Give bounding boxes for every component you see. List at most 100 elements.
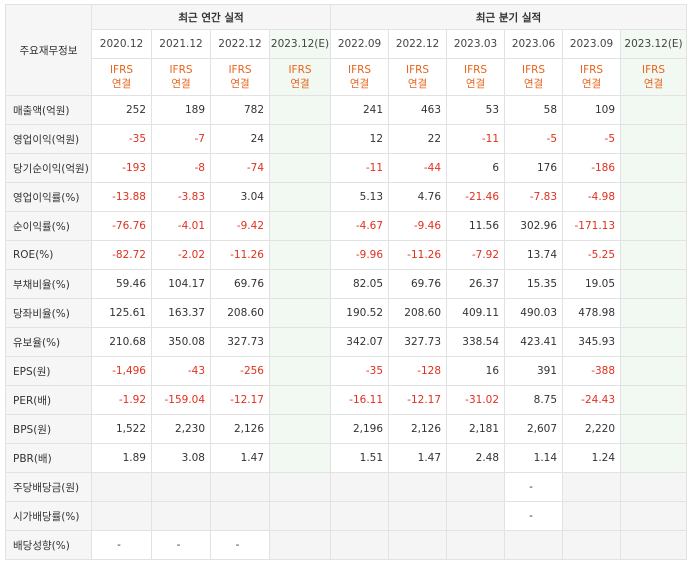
row-label: 영업이익(억원) — [5, 124, 92, 154]
table-cell — [620, 95, 688, 125]
table-cell: 3.04 — [210, 182, 270, 212]
accounting-type-label: IFRS 연결 — [388, 58, 448, 96]
table-cell: 327.73 — [210, 327, 270, 357]
table-cell: 13.74 — [504, 240, 564, 270]
table-cell: 24 — [210, 124, 270, 154]
table-cell: -11.26 — [210, 240, 270, 270]
table-row: 유보율(%) 210.68 350.08 327.73 342.07 327.73 338.… — [5, 327, 688, 357]
financial-summary-table: 주요재무정보 최근 연간 실적 최근 분기 실적 2020.12 2021.12 2… — [5, 4, 688, 560]
period-header: 2020.12 — [91, 29, 152, 59]
table-cell: 345.93 — [562, 327, 622, 357]
table-cell: -11 — [330, 153, 390, 183]
accounting-type-label: IFRS 연결 — [562, 58, 622, 96]
table-cell: -4.67 — [330, 211, 390, 241]
table-cell: 8.75 — [504, 385, 564, 415]
table-cell: -74 — [210, 153, 270, 183]
table-cell: 1,522 — [91, 414, 152, 444]
table-row: 영업이익률(%) -13.88 -3.83 3.04 5.13 4.76 -21.46 -7.… — [5, 182, 688, 212]
table-cell: 1.14 — [504, 443, 564, 473]
table-cell: -35 — [330, 356, 390, 386]
table-cell: -9.46 — [388, 211, 448, 241]
period-header: 2023.03 — [446, 29, 506, 59]
accounting-type-label: IFRS 연결 — [210, 58, 270, 96]
row-label: PBR(배) — [5, 443, 92, 473]
table-cell — [268, 153, 332, 183]
table-cell — [268, 530, 332, 560]
table-cell: 5.13 — [330, 182, 390, 212]
table-cell: -21.46 — [446, 182, 506, 212]
table-cell: 2,126 — [210, 414, 270, 444]
table-cell: 69.76 — [210, 269, 270, 299]
table-cell — [620, 385, 688, 415]
table-cell — [268, 182, 332, 212]
period-header: 2022.12 — [210, 29, 270, 59]
table-cell: - — [504, 501, 564, 531]
table-cell: 104.17 — [151, 269, 211, 299]
table-cell: -9.42 — [210, 211, 270, 241]
table-cell: -12.17 — [388, 385, 448, 415]
row-label: 주당배당금(원) — [5, 472, 92, 502]
row-label: ROE(%) — [5, 240, 92, 270]
row-label: 유보율(%) — [5, 327, 92, 357]
table-cell: -43 — [151, 356, 211, 386]
table-cell: -31.02 — [446, 385, 506, 415]
quarterly-results-header: 최근 분기 실적 — [330, 4, 688, 30]
table-cell: 1.24 — [562, 443, 622, 473]
table-cell: 189 — [151, 95, 211, 125]
table-cell: 2,181 — [446, 414, 506, 444]
row-label-header: 주요재무정보 — [5, 4, 92, 96]
table-cell — [620, 414, 688, 444]
row-label: 당기순이익(억원) — [5, 153, 92, 183]
period-header: 2022.09 — [330, 29, 390, 59]
row-label: 시가배당률(%) — [5, 501, 92, 531]
table-cell — [620, 443, 688, 473]
table-cell: 190.52 — [330, 298, 390, 328]
period-header: 2023.12(E) — [620, 29, 688, 59]
table-cell: -11.26 — [388, 240, 448, 270]
table-cell: 125.61 — [91, 298, 152, 328]
table-cell: -193 — [91, 153, 152, 183]
table-cell: 109 — [562, 95, 622, 125]
table-cell — [268, 443, 332, 473]
table-cell: 1.51 — [330, 443, 390, 473]
table-cell — [620, 153, 688, 183]
table-cell: -128 — [388, 356, 448, 386]
table-cell — [446, 501, 506, 531]
table-cell — [268, 385, 332, 415]
period-header: 2022.12 — [388, 29, 448, 59]
table-cell: 6 — [446, 153, 506, 183]
accounting-type-label: IFRS 연결 — [91, 58, 152, 96]
table-cell — [620, 501, 688, 531]
accounting-type-label: IFRS 연결 — [330, 58, 390, 96]
table-cell — [268, 298, 332, 328]
table-cell: 176 — [504, 153, 564, 183]
table-cell: -3.83 — [151, 182, 211, 212]
table-cell — [91, 501, 152, 531]
financial-summary-table-container: 주요재무정보 최근 연간 실적 최근 분기 실적 2020.12 2021.12 2… — [5, 4, 688, 560]
table-cell: 2,220 — [562, 414, 622, 444]
table-cell: -76.76 — [91, 211, 152, 241]
table-row: 영업이익(억원) -35 -7 24 12 22 -11 -5 -5 — [5, 124, 688, 154]
table-cell: -5 — [562, 124, 622, 154]
row-label: EPS(원) — [5, 356, 92, 386]
table-row: 시가배당률(%) - — [5, 501, 688, 531]
table-row: 당기순이익(억원) -193 -8 -74 -11 -44 6 176 -186 — [5, 153, 688, 183]
table-cell: 163.37 — [151, 298, 211, 328]
table-cell: - — [210, 530, 270, 560]
table-cell — [446, 530, 506, 560]
table-cell — [330, 472, 390, 502]
table-cell — [620, 124, 688, 154]
table-cell — [388, 472, 448, 502]
table-cell — [620, 356, 688, 386]
table-cell — [620, 240, 688, 270]
table-cell: 2,607 — [504, 414, 564, 444]
table-row: PBR(배) 1.89 3.08 1.47 1.51 1.47 2.48 1.14 1.24 — [5, 443, 688, 473]
table-cell: 1.47 — [210, 443, 270, 473]
table-row: ROE(%) -82.72 -2.02 -11.26 -9.96 -11.26 -7.92 1… — [5, 240, 688, 270]
table-cell: -12.17 — [210, 385, 270, 415]
table-cell: 2.48 — [446, 443, 506, 473]
table-cell: 327.73 — [388, 327, 448, 357]
table-cell: 12 — [330, 124, 390, 154]
table-cell — [446, 472, 506, 502]
table-cell — [210, 501, 270, 531]
